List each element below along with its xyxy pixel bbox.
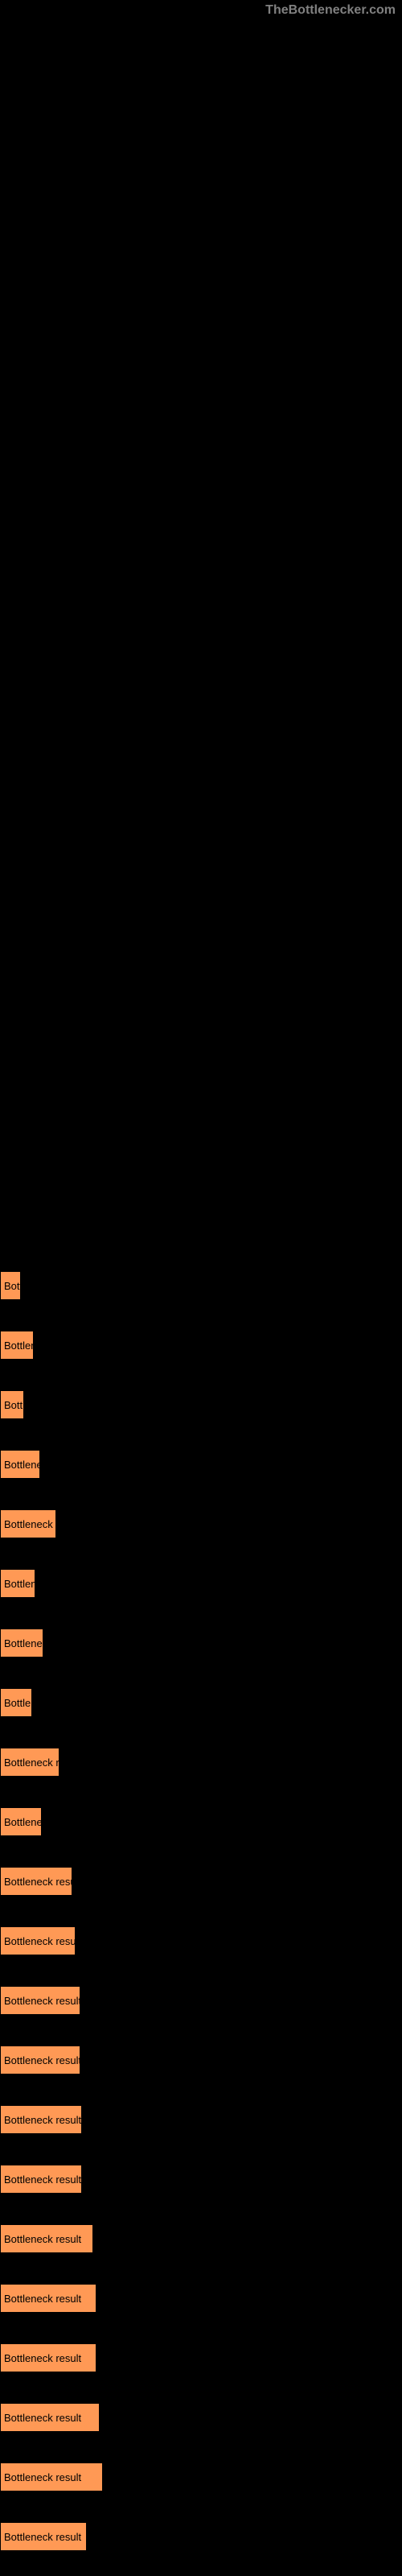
bottleneck-bar: Bottleneck result [0,1271,21,1300]
bottleneck-bar: Bottleneck result [0,1331,34,1360]
bottleneck-bar-chart: Bottleneck result Bottleneck result Bottle… [0,0,402,2566]
bottleneck-bar: Bottleneck result [0,1748,59,1777]
bar-label: Bottleneck result [4,1816,42,1828]
bar-row: Bottleneck result [0,1494,402,1554]
bar-row: Bottleneck result [0,1613,402,1673]
bottleneck-bar: Bottleneck result [0,2105,82,2134]
bar-label: Bottleneck result [4,1876,72,1888]
bar-label: Bottleneck result [4,1757,59,1769]
bottleneck-bar: Bottleneck result [0,2462,103,2491]
bar-row: Bottleneck result [0,1554,402,1613]
bar-row: Bottleneck result [0,2149,402,2209]
bottleneck-bar: Bottleneck result [0,2046,80,2074]
bar-label: Bottleneck result [4,1399,24,1411]
bottleneck-bar: Bottleneck result [0,1986,80,2015]
bar-row: Bottleneck result [0,1375,402,1435]
bar-label: Bottleneck result [4,2412,81,2424]
bar-label: Bottleneck result [4,1637,43,1649]
bar-label: Bottleneck result [4,2352,81,2364]
bar-label: Bottleneck result [4,2233,81,2245]
bar-label: Bottleneck result [4,1697,32,1709]
bottleneck-bar: Bottleneck result [0,1867,72,1896]
bar-label: Bottleneck result [4,1578,35,1590]
bar-row: Bottleneck result [0,2209,402,2268]
bar-row: Bottleneck result [0,1911,402,1971]
bottleneck-bar: Bottleneck result [0,2522,87,2551]
bar-row: Bottleneck result [0,1315,402,1375]
bar-row: Bottleneck result [0,1256,402,1315]
bottleneck-bar: Bottleneck result [0,1450,40,1479]
bar-label: Bottleneck result [4,1995,80,2007]
bar-label: Bottleneck result [4,2531,81,2543]
bottleneck-bar: Bottleneck result [0,1926,76,1955]
bottleneck-bar: Bottleneck result [0,1807,42,1836]
bottleneck-bar: Bottleneck result [0,1569,35,1598]
bar-label: Bottleneck result [4,2293,81,2305]
bar-row: Bottleneck result [0,2447,402,2507]
bar-label: Bottleneck result [4,2114,81,2126]
bar-label: Bottleneck result [4,1340,34,1352]
bar-label: Bottleneck result [4,2174,81,2186]
bottleneck-bar: Bottleneck result [0,1688,32,1717]
bar-row: Bottleneck result [0,2388,402,2447]
bar-label: Bottleneck result [4,2471,81,2483]
bottleneck-bar: Bottleneck result [0,2343,96,2372]
bar-row: Bottleneck result [0,1792,402,1852]
bar-row: Bottleneck result [0,2507,402,2566]
bar-row: Bottleneck result [0,1673,402,1732]
bar-row: Bottleneck result [0,1732,402,1792]
bar-row: Bottleneck result [0,2268,402,2328]
bar-row: Bottleneck result [0,2090,402,2149]
bar-row: Bottleneck result [0,1971,402,2030]
bottleneck-bar: Bottleneck result [0,2284,96,2313]
bottleneck-bar: Bottleneck result [0,2403,100,2432]
bottleneck-bar: Bottleneck result [0,1390,24,1419]
bottleneck-bar: Bottleneck result [0,2224,93,2253]
bar-label: Bottleneck result [4,1280,21,1292]
bar-label: Bottleneck result [4,2054,80,2066]
bottleneck-bar: Bottleneck result [0,1629,43,1657]
bar-row: Bottleneck result [0,2030,402,2090]
bar-row: Bottleneck result [0,2328,402,2388]
bar-row: Bottleneck result [0,1435,402,1494]
bar-label: Bottleneck result [4,1935,76,1947]
bottleneck-bar: Bottleneck result [0,1509,56,1538]
bottleneck-bar: Bottleneck result [0,2165,82,2194]
bar-label: Bottleneck result [4,1459,40,1471]
bar-label: Bottleneck result [4,1518,56,1530]
bar-row: Bottleneck result [0,1852,402,1911]
